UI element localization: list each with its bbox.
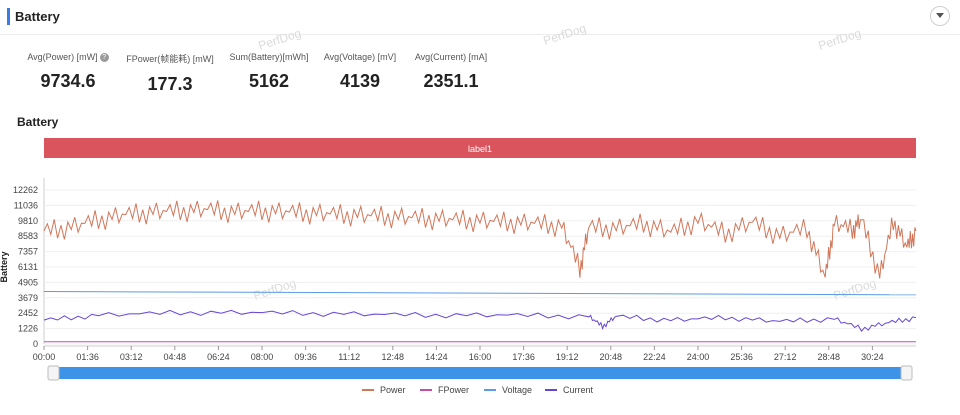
metric-label: FPower(帧能耗) [mW] [126,54,214,64]
watermark-text: PerfDog [542,21,588,48]
collapse-button[interactable] [930,6,950,26]
x-tick-label: 27:12 [774,352,797,362]
legend-item-current[interactable]: Current [563,385,594,395]
metric-value: 9734.6 [40,71,96,92]
y-tick-label: 2452 [18,308,38,318]
metric-avg-power: Avg(Power) [mW]? 9734.6 [8,52,128,92]
range-slider-handle-right[interactable] [900,365,913,381]
legend-item-fpower[interactable]: FPower [438,385,469,395]
x-tick-label: 30:24 [861,352,884,362]
y-tick-label: 9810 [18,216,38,226]
panel-header: Battery [0,0,960,35]
y-tick-label: 8583 [18,231,38,241]
x-tick-label: 14:24 [425,352,448,362]
metric-sum-battery: Sum(Battery)[mWh] 5162 [209,52,329,92]
x-tick-label: 09:36 [294,352,317,362]
x-tick-label: 25:36 [730,352,753,362]
metric-value: 4139 [339,71,381,91]
y-axis-label: Battery [0,251,9,282]
y-tick-label: 0 [33,339,38,349]
x-tick-label: 20:48 [600,352,623,362]
range-slider-track[interactable] [48,367,912,379]
x-tick-label: 22:24 [643,352,666,362]
range-slider-handle-left[interactable] [47,365,60,381]
metric-label: Avg(Voltage) [mV] [323,52,397,62]
metric-label: Sum(Battery)[mWh] [229,52,309,62]
y-tick-label: 11036 [14,200,38,210]
legend-item-power[interactable]: Power [380,385,406,395]
x-tick-label: 01:36 [76,352,99,362]
x-tick-label: 11:12 [338,352,360,362]
help-icon[interactable]: ? [99,53,109,63]
series-line-current [43,309,917,332]
metric-avg-current: Avg(Current) [mA] 2351.1 [391,52,511,92]
y-tick-label: 12262 [13,185,38,195]
legend-item-voltage[interactable]: Voltage [502,385,532,395]
metric-fpower: FPower(帧能耗) [mW] 177.3 [110,52,230,95]
label-band-text: label1 [468,144,492,154]
metric-avg-voltage: Avg(Voltage) [mV] 4139 [300,52,420,92]
watermark-text: PerfDog [832,276,878,303]
metric-value: 177.3 [147,74,193,94]
watermark-text: PerfDog [252,276,298,303]
x-tick-label: 04:48 [164,352,187,362]
x-tick-label: 17:36 [512,352,535,362]
series-line-voltage [43,291,917,296]
x-tick-label: 12:48 [382,352,405,362]
watermark-text: PerfDog [817,26,863,53]
metric-label: Avg(Current) [mA] [414,52,488,62]
chart-title: Battery [17,115,59,129]
x-tick-label: 19:12 [556,352,579,362]
x-tick-label: 16:00 [469,352,492,362]
y-tick-label: 7357 [18,247,38,257]
label-band [44,138,916,158]
x-tick-label: 00:00 [33,352,56,362]
metric-value: 2351.1 [423,71,479,91]
y-tick-label: 4905 [18,277,38,287]
watermark-text: PerfDog [257,26,303,53]
x-tick-label: 28:48 [818,352,841,362]
series-line-power [43,200,917,279]
metric-value: 5162 [248,71,290,91]
chevron-down-icon [936,13,944,18]
x-tick-label: 08:00 [251,352,274,362]
y-tick-label: 1226 [18,324,38,334]
x-tick-label: 06:24 [207,352,230,362]
metric-label: Avg(Power) [mW] [27,52,98,62]
x-tick-label: 03:12 [120,352,143,362]
y-tick-label: 3679 [18,293,38,303]
panel-title: Battery [15,9,60,24]
x-tick-label: 24:00 [687,352,710,362]
y-tick-label: 6131 [18,262,38,272]
accent-bar [7,8,10,25]
